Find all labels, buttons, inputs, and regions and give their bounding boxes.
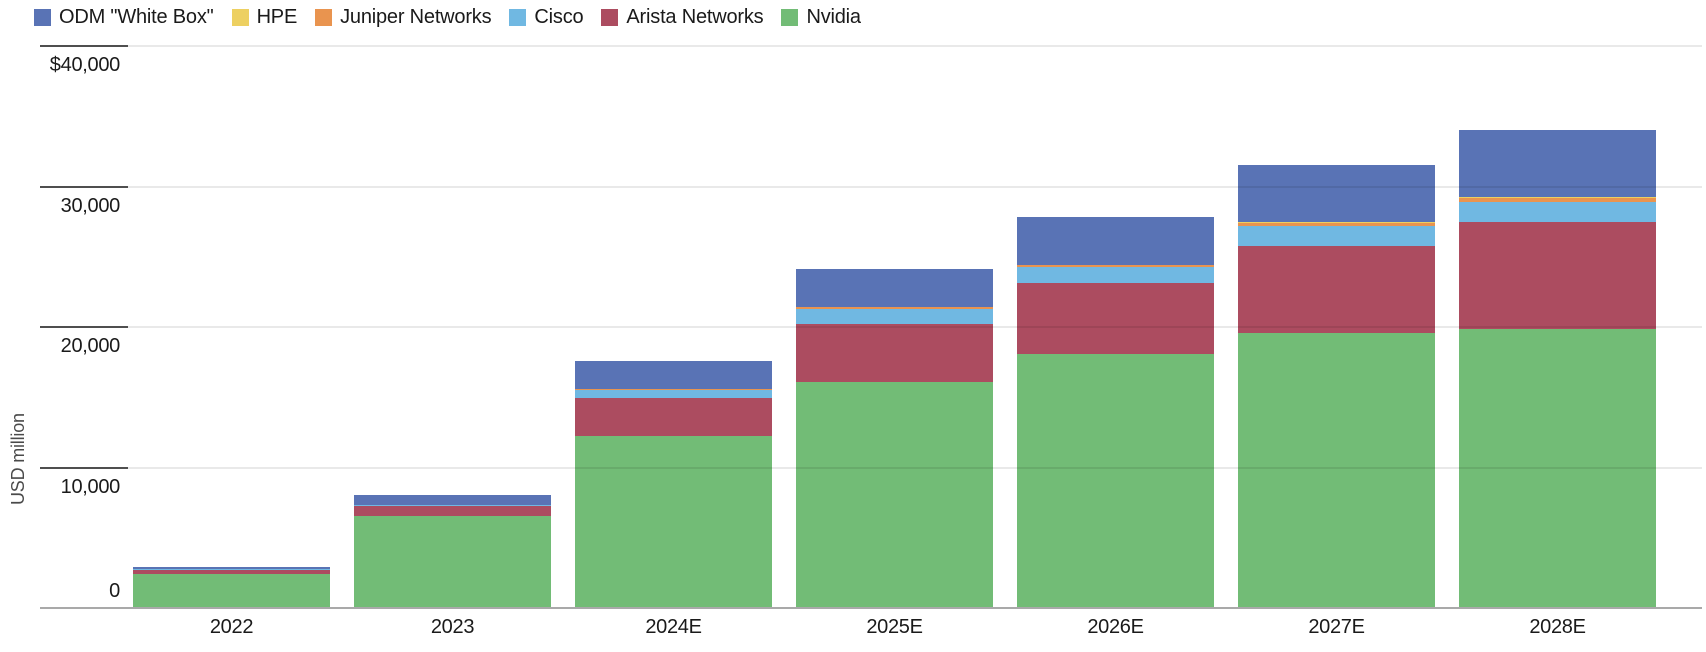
segment-2022-nvidia: [133, 573, 330, 608]
legend-item-hpe: HPE: [231, 6, 298, 29]
segment-2025e-juniper-networks: [796, 307, 993, 310]
legend-swatch-cisco: [509, 9, 527, 26]
segment-2023-cisco: [354, 505, 551, 507]
x-axis-labels: 2022 2023 2024E 2025E 2026E 2027E 2028E: [133, 616, 1656, 639]
plot-area: $40,000 30,000 20,000 10,000 0: [0, 45, 1706, 609]
segment-2028e-cisco: [1459, 201, 1656, 223]
legend-item-arista-networks: Arista Networks: [601, 6, 764, 29]
segment-2025e-odm-white-box: [796, 268, 993, 307]
x-axis-line: [40, 607, 1702, 609]
legend-item-cisco: Cisco: [509, 6, 584, 29]
bars-container: [133, 46, 1656, 608]
segment-2026e-juniper-networks: [1017, 265, 1214, 268]
legend-item-odm-white-box: ODM "White Box": [34, 6, 214, 29]
bar-2024e: [575, 46, 772, 608]
segment-2028e-odm-white-box: [1459, 129, 1656, 198]
y-tick-label-40000: $40,000: [49, 54, 121, 76]
bar-2023: [354, 46, 551, 608]
segment-2025e-nvidia: [796, 381, 993, 608]
segment-2028e-juniper-networks: [1459, 198, 1656, 202]
legend-swatch-juniper-networks: [315, 9, 333, 26]
legend-label: Juniper Networks: [340, 6, 492, 28]
y-tickmark-40000: [40, 45, 128, 47]
legend-label: HPE: [256, 6, 298, 28]
segment-2022-arista-networks: [133, 570, 330, 574]
segment-2024e-arista-networks: [575, 397, 772, 436]
segment-2028e-hpe: [1459, 197, 1656, 199]
segment-2026e-cisco: [1017, 267, 1214, 284]
x-tick-label-2023: 2023: [430, 616, 475, 638]
x-tick-label-2022: 2022: [209, 616, 254, 638]
segment-2026e-hpe: [1017, 264, 1214, 266]
bar-2028e: [1459, 46, 1656, 608]
segment-2026e-arista-networks: [1017, 283, 1214, 354]
legend-item-nvidia: Nvidia: [781, 6, 861, 29]
x-tick-label-2026e: 2026E: [1087, 616, 1144, 638]
chart-legend: ODM "White Box" HPE Juniper Networks Cisco A…: [34, 6, 861, 29]
legend-label: Arista Networks: [626, 6, 764, 28]
segment-2024e-nvidia: [575, 435, 772, 608]
y-tick-label-20000: 20,000: [60, 335, 121, 357]
segment-2023-nvidia: [354, 515, 551, 608]
y-tick-label-30000: 30,000: [60, 194, 121, 217]
segment-2027e-arista-networks: [1238, 245, 1435, 333]
x-tick-label-2025e: 2025E: [866, 616, 923, 638]
segment-2027e-hpe: [1238, 222, 1435, 224]
legend-label: Nvidia: [806, 6, 861, 28]
legend-item-juniper-networks: Juniper Networks: [315, 6, 492, 29]
segment-2023-arista-networks: [354, 506, 551, 516]
segment-2025e-hpe: [796, 306, 993, 308]
segment-2028e-arista-networks: [1459, 222, 1656, 330]
segment-2024e-odm-white-box: [575, 361, 772, 389]
y-tickmark-20000: [40, 326, 128, 328]
segment-2027e-odm-white-box: [1238, 164, 1435, 223]
segment-2027e-juniper-networks: [1238, 223, 1435, 226]
segment-2023-odm-white-box: [354, 495, 551, 506]
segment-2022-odm-white-box: [133, 566, 330, 570]
bar-2025e: [796, 46, 993, 608]
x-tick-label-2024e: 2024E: [645, 616, 702, 638]
gridline-30000: [128, 185, 1702, 188]
bar-2026e: [1017, 46, 1214, 608]
x-tick-label-2027e: 2027E: [1308, 616, 1365, 638]
segment-2026e-nvidia: [1017, 353, 1214, 608]
gridline-10000: [128, 466, 1702, 469]
y-tick-label-0: 0: [109, 580, 120, 602]
legend-swatch-nvidia: [781, 9, 799, 26]
segment-2022-cisco: [133, 569, 330, 571]
segment-2026e-odm-white-box: [1017, 216, 1214, 265]
bar-2022: [133, 46, 330, 608]
legend-label: Cisco: [534, 6, 584, 28]
segment-2024e-juniper-networks: [575, 388, 772, 390]
segment-2025e-cisco: [796, 309, 993, 325]
y-tick-label-10000: 10,000: [60, 475, 121, 498]
segment-2025e-arista-networks: [796, 324, 993, 382]
x-tick-label-2028e: 2028E: [1529, 616, 1586, 638]
legend-swatch-arista-networks: [601, 9, 619, 26]
gridline-40000: [128, 45, 1702, 47]
bar-2027e: [1238, 46, 1435, 608]
segment-2027e-nvidia: [1238, 332, 1435, 608]
gridline-20000: [128, 326, 1702, 328]
y-tickmark-10000: [40, 466, 128, 469]
legend-swatch-odm-white-box: [34, 9, 51, 26]
segment-2024e-cisco: [575, 389, 772, 398]
legend-swatch-hpe: [231, 9, 249, 26]
segment-2028e-nvidia: [1459, 329, 1656, 608]
legend-label: ODM "White Box": [59, 6, 214, 28]
segment-2027e-cisco: [1238, 225, 1435, 246]
y-tickmark-30000: [40, 185, 128, 188]
